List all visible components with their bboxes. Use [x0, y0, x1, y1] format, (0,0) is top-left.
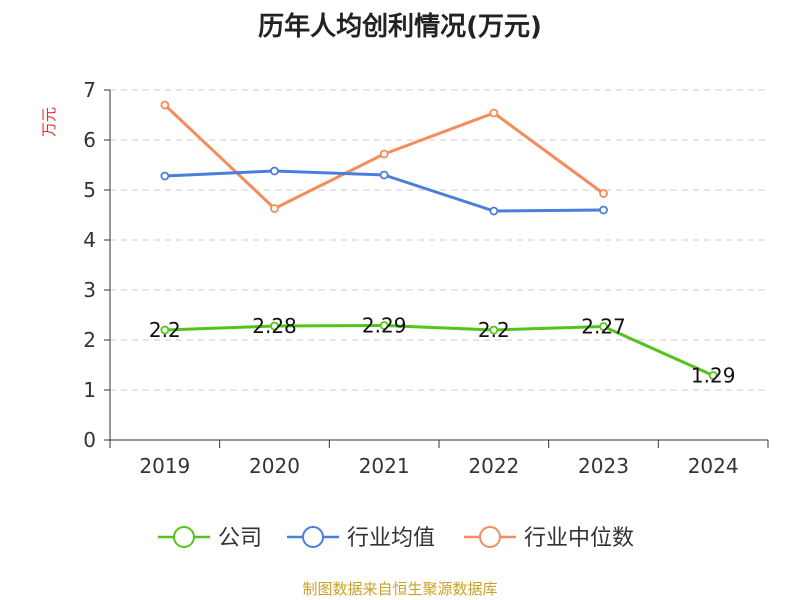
legend-label: 公司 [218, 526, 262, 551]
axes: 0 1 2 3 4 5 6 7 2019 2020 2021 2022 2023 2024 万元 [40, 78, 769, 478]
source-note: 制图数据来自恒生聚源数据库 [302, 580, 498, 598]
y-tick-label: 4 [83, 228, 96, 252]
series-line [164, 324, 714, 377]
x-tick-label: 2022 [468, 454, 519, 478]
legend-item: 行业均值 [287, 526, 435, 551]
data-label: 2.28 [252, 314, 297, 338]
data-point [599, 322, 608, 331]
legend-item: 公司 [158, 526, 262, 551]
y-tick-label: 0 [83, 428, 96, 452]
data-label: 2.27 [581, 315, 626, 339]
data-point [270, 321, 279, 331]
x-tick-label: 2020 [249, 454, 300, 478]
chart-title: 历年人均创利情况(万元) [258, 12, 542, 42]
series [160, 100, 718, 380]
data-point [379, 149, 389, 159]
data-labels: 2.2 2.28 2.29 2.2 2.27 1.29 [149, 314, 736, 388]
data-point [379, 321, 389, 330]
data-point [379, 170, 389, 180]
legend-marker [302, 526, 324, 548]
data-label: 2.2 [478, 318, 510, 342]
data-label: 2.2 [149, 318, 181, 342]
y-tick-label: 6 [83, 128, 96, 152]
data-point [160, 325, 170, 335]
y-tick-label: 3 [83, 278, 96, 302]
legend-label: 行业均值 [347, 526, 435, 551]
data-point [270, 166, 279, 176]
y-tick-label: 7 [83, 78, 96, 102]
y-axis-label: 万元 [40, 107, 58, 137]
x-tick-label: 2019 [139, 454, 190, 478]
data-point [489, 206, 499, 216]
data-label: 2.29 [362, 314, 407, 338]
legend-marker [479, 526, 501, 548]
data-point [708, 371, 718, 380]
data-point [160, 171, 170, 181]
legend-label: 行业中位数 [524, 526, 634, 551]
x-tick-label: 2023 [578, 454, 629, 478]
y-tick-label: 5 [83, 178, 96, 202]
legend: 公司 行业均值 行业中位数 [158, 526, 634, 551]
legend-marker [173, 526, 195, 548]
data-point [489, 108, 499, 118]
data-point [599, 205, 608, 215]
y-tick-label: 1 [83, 378, 96, 402]
data-point [270, 204, 279, 213]
y-tick-label: 2 [83, 328, 96, 352]
x-tick-label: 2021 [359, 454, 410, 478]
data-label: 1.29 [691, 364, 736, 388]
data-point [160, 100, 170, 110]
data-point [599, 189, 608, 198]
x-tick-label: 2024 [688, 454, 739, 478]
data-point [489, 325, 499, 335]
legend-item: 行业中位数 [464, 526, 634, 551]
